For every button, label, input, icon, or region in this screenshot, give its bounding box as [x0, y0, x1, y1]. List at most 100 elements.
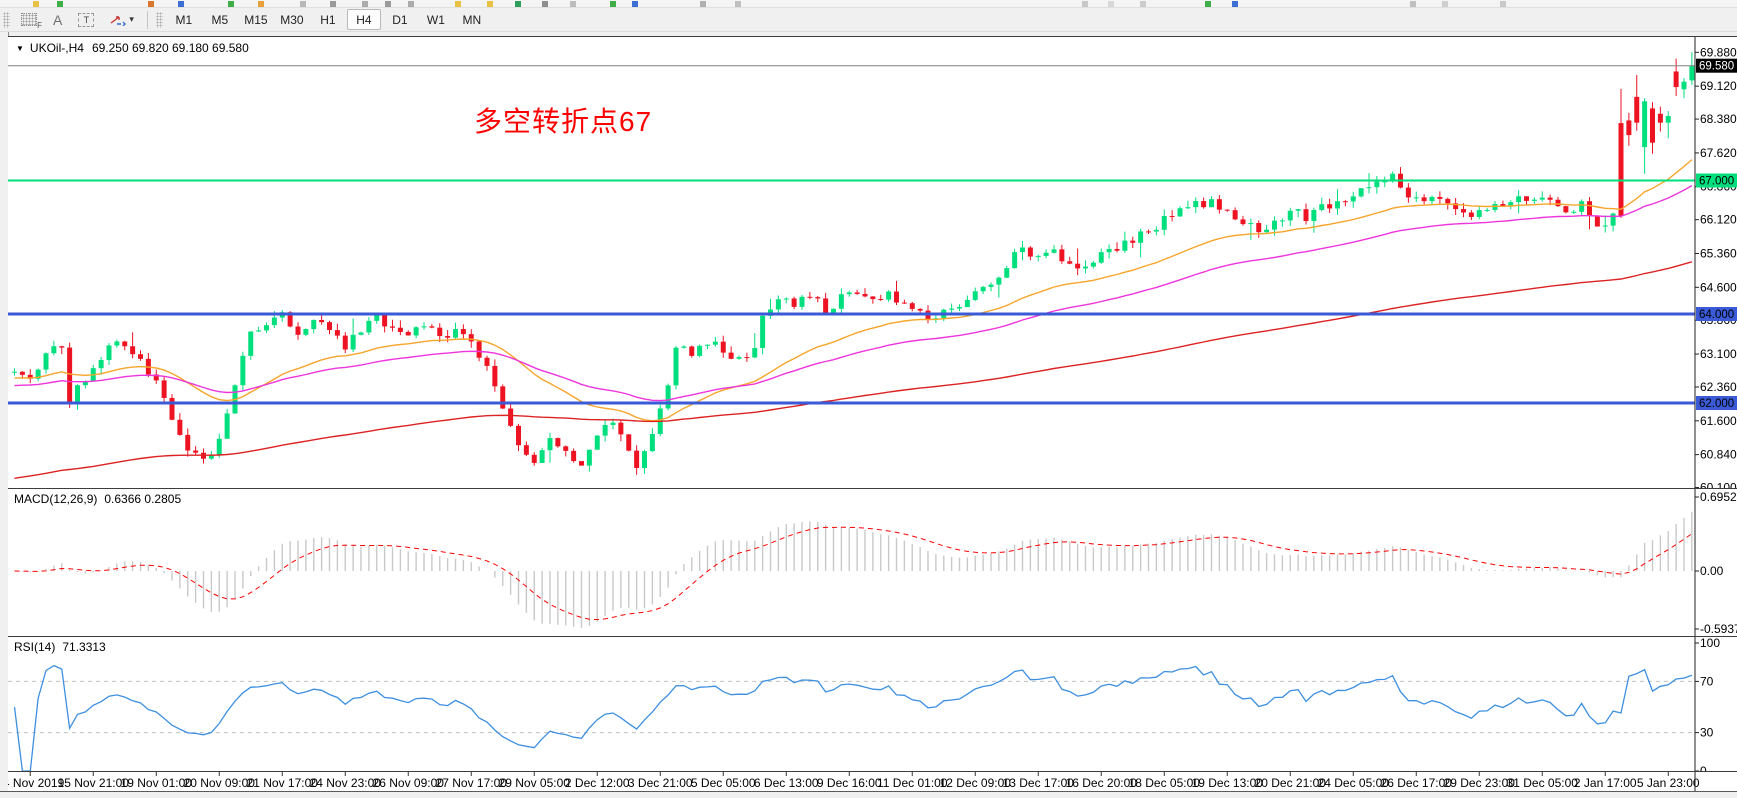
text-tool-icon: T: [78, 12, 95, 27]
grid-properties-button[interactable]: F: [13, 13, 45, 30]
clipped-icon: [570, 1, 576, 7]
time-label: 19 Dec 13:00: [1192, 776, 1264, 790]
time-label: 15 Nov 21:00: [58, 776, 130, 790]
svg-text:67.620: 67.620: [1700, 146, 1737, 160]
clipped-icon: [1082, 1, 1088, 7]
time-label: 31 Dec 05:00: [1507, 776, 1579, 790]
time-label: 2 Jan 17:00: [1574, 776, 1637, 790]
time-label: 5 Jan 23:00: [1637, 776, 1700, 790]
rsi-panel[interactable]: 100 70 30 0: [8, 636, 1737, 772]
rsi-canvas[interactable]: 100 70 30 0: [8, 637, 1737, 772]
clipped-toolbar-strip: [0, 0, 1737, 8]
text-tool-button[interactable]: T: [70, 12, 102, 27]
chart-annotation-text: 多空转折点67: [474, 106, 653, 137]
time-label: 16 Dec 20:00: [1066, 776, 1138, 790]
clipped-icon: [700, 1, 706, 7]
svg-text:65.360: 65.360: [1700, 246, 1737, 260]
time-label: 2 Dec 12:00: [565, 776, 630, 790]
clipped-icon: [362, 1, 368, 7]
svg-text:61.600: 61.600: [1700, 414, 1737, 428]
timeframe-button-M1[interactable]: M1: [175, 12, 193, 27]
timeframe-button-D1[interactable]: D1: [392, 12, 408, 27]
rsi-line: [13, 664, 1693, 772]
macd-histogram: [21, 511, 1693, 628]
timeframe-button-M30[interactable]: M30: [280, 12, 304, 27]
timeframe-button-M15[interactable]: M15: [244, 12, 268, 27]
ma-fast-orange: [14, 159, 1693, 422]
svg-text:30: 30: [1700, 726, 1714, 740]
rsi-value: 71.3313: [62, 640, 106, 654]
time-label: 6 Dec 13:00: [754, 776, 819, 790]
clipped-icon: [610, 1, 616, 7]
timeframe-button-H1[interactable]: H1: [320, 12, 336, 27]
clipped-icon: [1108, 1, 1114, 7]
svg-text:60.100: 60.100: [1700, 481, 1737, 489]
clipped-icon: [1410, 1, 1416, 7]
time-label: 24 Dec 05:00: [1318, 776, 1390, 790]
svg-text:100: 100: [1700, 637, 1720, 650]
svg-text:60.840: 60.840: [1700, 448, 1737, 462]
clipped-icon: [228, 1, 234, 7]
horizontal-price-lines: [8, 65, 1695, 405]
svg-text:0.00: 0.00: [1700, 564, 1724, 578]
time-label: 14 Nov 2019: [8, 776, 65, 790]
font-a-icon: A: [53, 11, 63, 28]
timeframe-drag-handle[interactable]: [155, 11, 163, 28]
svg-text:69.880: 69.880: [1700, 45, 1737, 59]
clipped-icon: [735, 1, 741, 7]
symbol-title: UKOil-,H4: [29, 41, 84, 55]
candlesticks: [12, 52, 1695, 475]
timeframe-button-M5[interactable]: M5: [211, 12, 229, 27]
time-label: 27 Nov 17:00: [436, 776, 508, 790]
rsi-axis: 100 70 30 0: [1694, 637, 1720, 772]
time-label: 3 Dec 21:00: [628, 776, 693, 790]
ohlc-readout: 69.250 69.820 69.180 69.580: [91, 41, 249, 55]
time-label: 9 Dec 16:00: [817, 776, 882, 790]
ma-mid-magenta: [14, 184, 1693, 402]
svg-text:0.6952: 0.6952: [1700, 490, 1737, 504]
clipped-icon: [385, 1, 391, 7]
time-label: 5 Dec 05:00: [691, 776, 756, 790]
clipped-icon: [408, 1, 414, 7]
time-label: 13 Dec 17:00: [1003, 776, 1075, 790]
timeframe-button-W1[interactable]: W1: [426, 12, 445, 27]
timeframe-button-H4[interactable]: H4: [346, 9, 381, 30]
price-chart-canvas[interactable]: 69.88069.12068.38067.62066.86066.12065.3…: [8, 37, 1737, 489]
macd-name: MACD(12,26,9): [14, 492, 98, 506]
window-bottom-frame: [0, 791, 1737, 798]
clipped-icon: [57, 1, 63, 7]
rsi-indicator-label: RSI(14) 71.3313: [14, 640, 106, 654]
clipped-icon: [1205, 1, 1211, 7]
clipped-icon: [632, 1, 638, 7]
macd-canvas[interactable]: 0.6952 0.00 -0.5937: [8, 489, 1737, 637]
time-label: 19 Nov 01:00: [121, 776, 193, 790]
time-label: 26 Dec 17:00: [1381, 776, 1453, 790]
time-label: 11 Dec 01:00: [877, 776, 948, 790]
chevron-down-icon: ▼: [16, 43, 24, 53]
clipped-icon: [1442, 1, 1448, 7]
cycles-tool-button[interactable]: ▾: [102, 14, 142, 26]
clipped-icon: [515, 1, 521, 7]
clipped-icon: [1232, 1, 1238, 7]
svg-text:70: 70: [1700, 674, 1714, 688]
font-button[interactable]: A: [45, 12, 70, 28]
timeframe-button-MN[interactable]: MN: [462, 12, 482, 27]
toolbar-drag-handle[interactable]: [3, 11, 10, 28]
time-label: 20 Nov 09:00: [184, 776, 256, 790]
time-label: 24 Nov 23:00: [310, 776, 382, 790]
clipped-icon: [1140, 1, 1146, 7]
svg-text:64.000: 64.000: [1699, 309, 1734, 321]
macd-panel[interactable]: 0.6952 0.00 -0.5937: [8, 488, 1737, 637]
clipped-icon: [1500, 1, 1506, 7]
chevron-down-icon[interactable]: ▾: [129, 14, 134, 24]
svg-text:66.120: 66.120: [1700, 213, 1737, 227]
svg-text:64.600: 64.600: [1700, 280, 1737, 294]
svg-text:0: 0: [1700, 764, 1707, 772]
svg-text:62.360: 62.360: [1700, 380, 1737, 394]
macd-axis: 0.6952 0.00 -0.5937: [1694, 489, 1737, 637]
symbol-selector[interactable]: ▼ UKOil-,H4: [16, 41, 84, 55]
svg-text:67.000: 67.000: [1699, 176, 1734, 188]
main-chart-panel[interactable]: 69.88069.12068.38067.62066.86066.12065.3…: [8, 36, 1737, 489]
